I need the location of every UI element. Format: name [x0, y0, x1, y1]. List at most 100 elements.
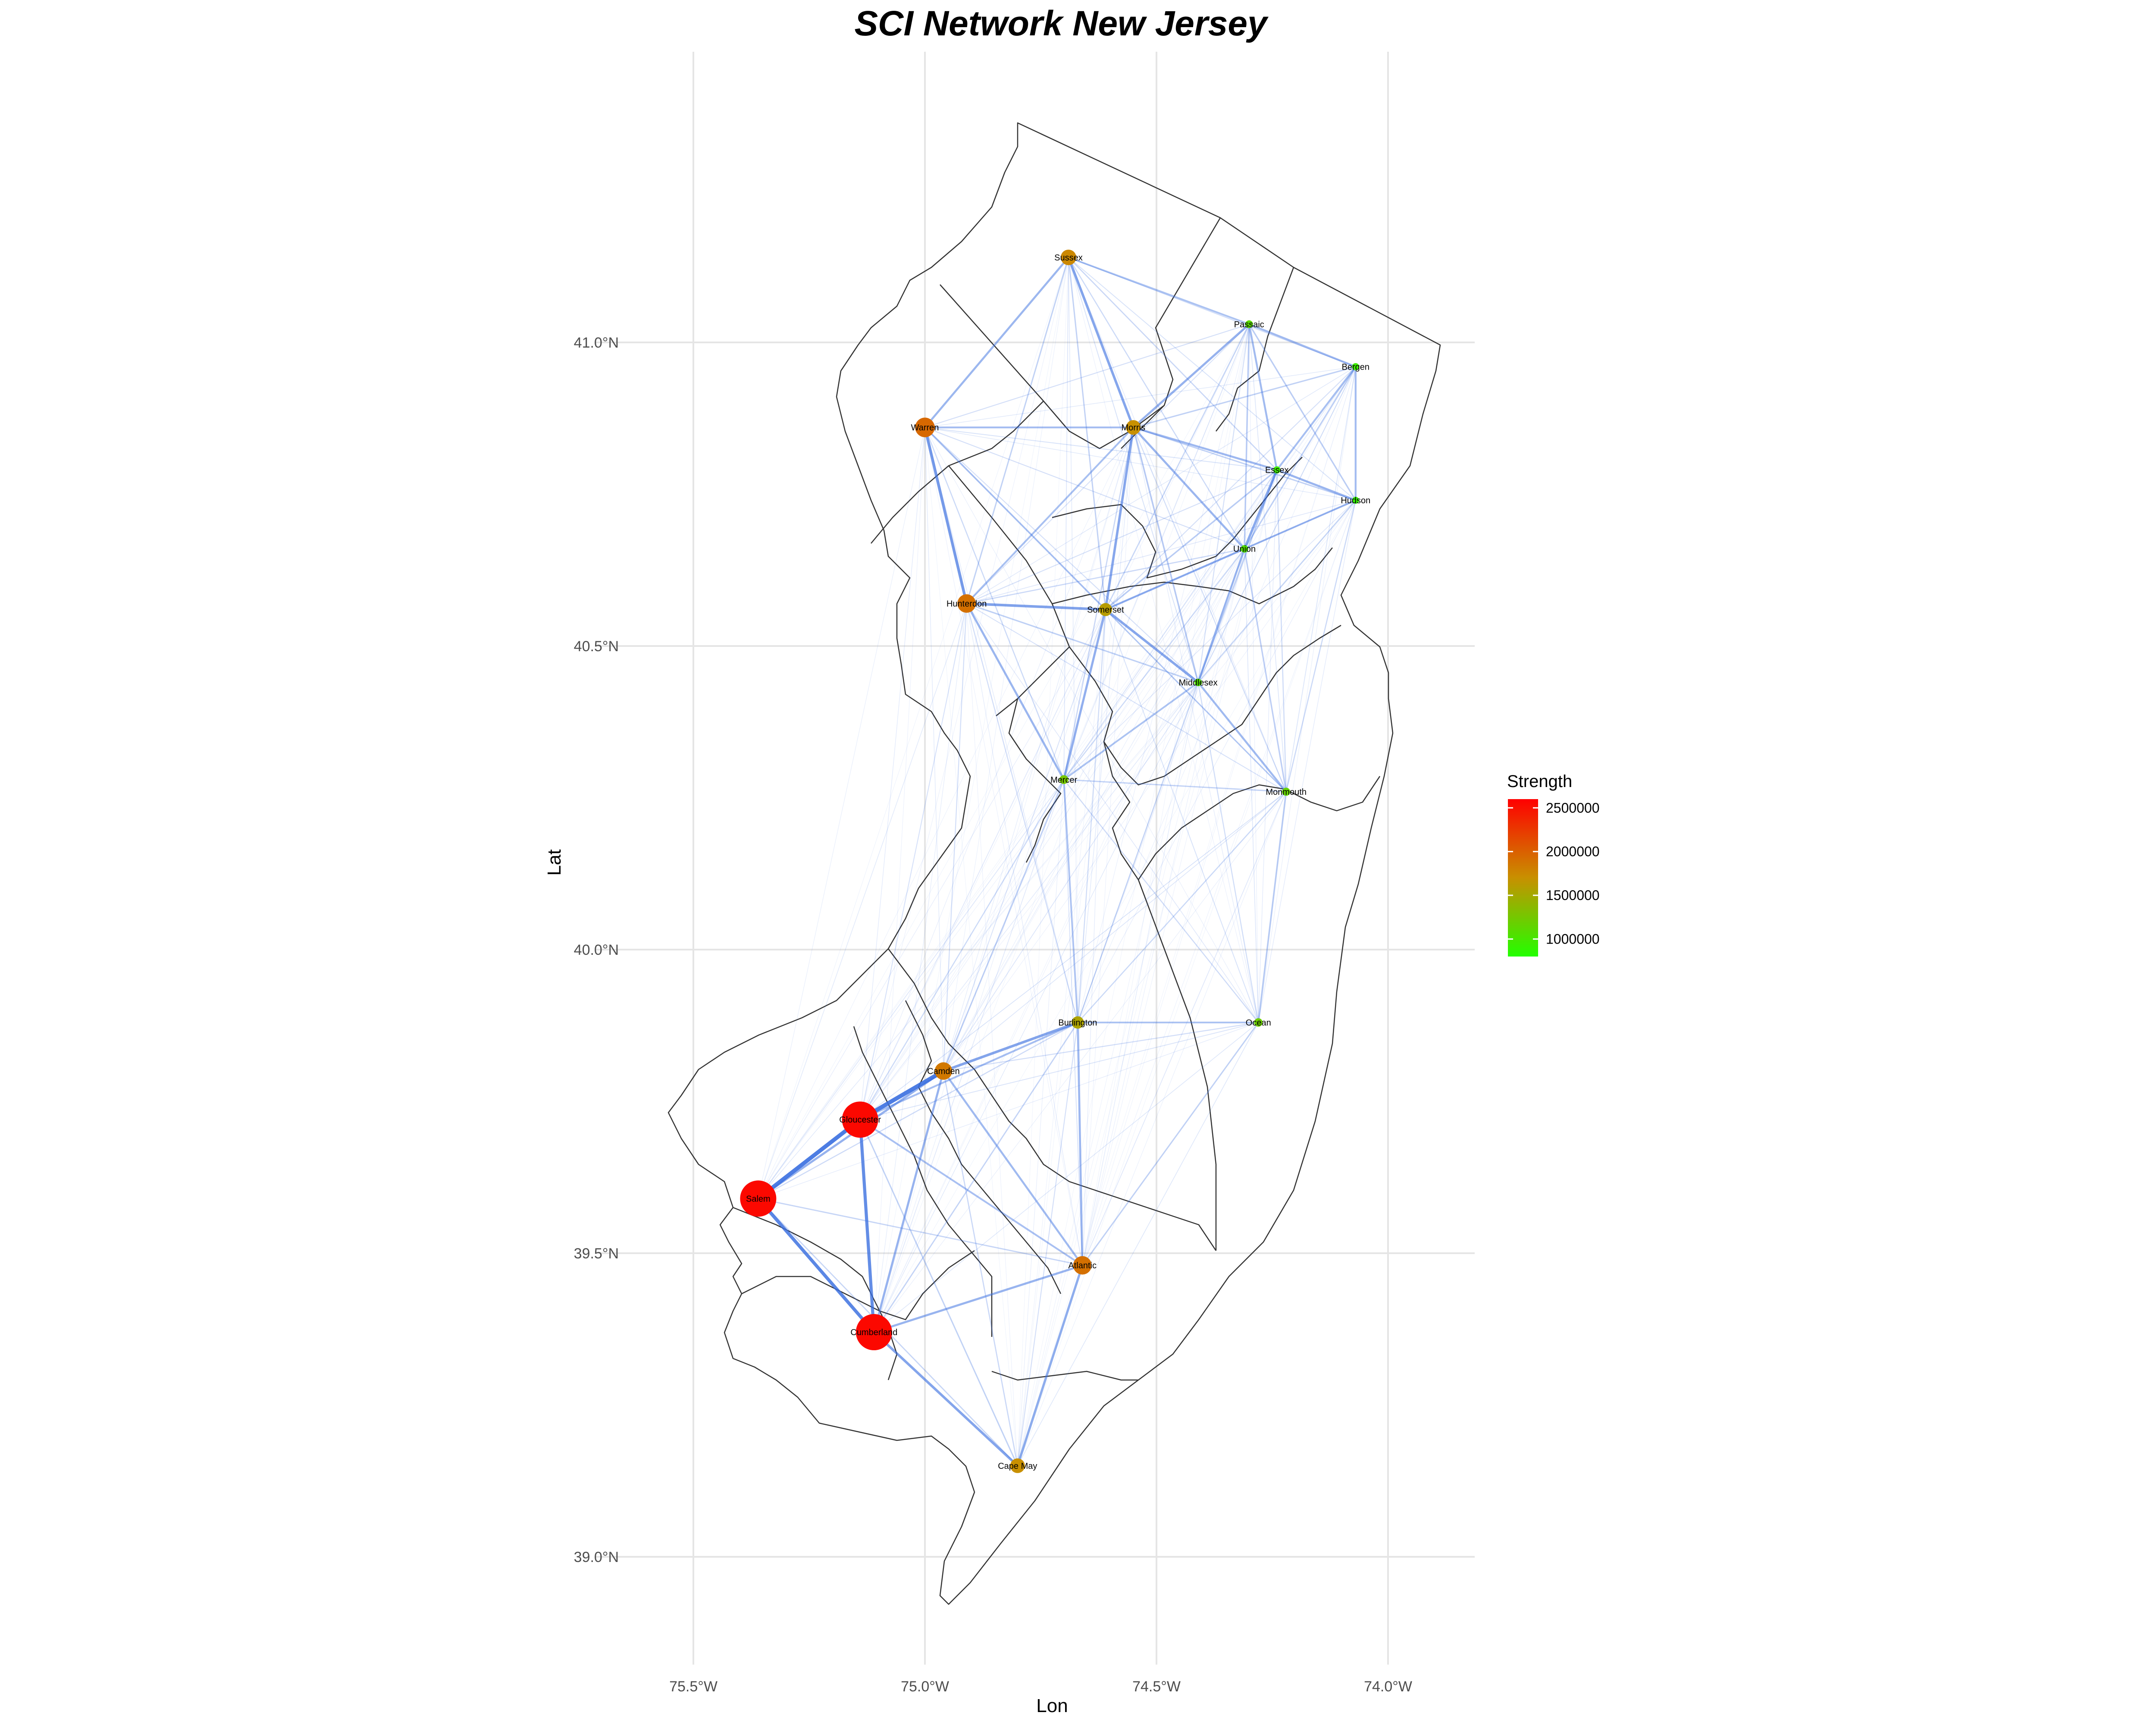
network-edge — [874, 500, 1356, 1333]
network-edge — [1104, 608, 1200, 684]
network-edge — [1016, 1264, 1084, 1467]
network-edge — [859, 427, 1134, 1120]
node-salem — [740, 1180, 777, 1217]
network-edge — [924, 427, 1245, 549]
network-edge — [874, 366, 1356, 1333]
y-tick-label: 39.0°N — [574, 1549, 619, 1565]
network-edge — [1244, 548, 1287, 793]
network-edge — [1082, 470, 1277, 1266]
network-edge — [943, 257, 1069, 1072]
network-edge — [758, 470, 1277, 1199]
state-outline — [667, 122, 1441, 1605]
x-axis-title: Lon — [1036, 1695, 1068, 1716]
county-border — [1121, 217, 1221, 449]
network-edge — [1068, 257, 1083, 1266]
strength-legend: Strength 1000000 1500000 2000000 2500000 — [1507, 772, 1600, 957]
network-edge — [1082, 427, 1134, 1266]
network-edge — [1082, 549, 1245, 1266]
legend-tick-label: 1000000 — [1546, 931, 1600, 947]
network-edge — [874, 603, 967, 1333]
network-edge — [859, 1119, 1084, 1267]
network-edge — [1068, 257, 1245, 549]
network-edge — [966, 603, 1083, 1266]
node-label: Union — [1233, 545, 1256, 554]
network-edge — [1077, 324, 1250, 1023]
county-border — [991, 1371, 1138, 1381]
county-border — [1043, 401, 1165, 449]
network-edge — [1017, 324, 1250, 1466]
network-edge — [966, 603, 1018, 1466]
network-edge — [1105, 609, 1259, 1023]
network-edge — [758, 257, 1069, 1199]
node-atlantic — [1073, 1256, 1092, 1275]
network-edge — [1063, 427, 1134, 781]
network-edge — [943, 1070, 1018, 1467]
network-edge — [859, 1118, 876, 1334]
network-edge — [1257, 791, 1287, 1023]
network-edge — [966, 500, 1356, 604]
network-edge — [1068, 257, 1078, 1023]
network-edge — [859, 603, 967, 1120]
network-edge — [966, 548, 1245, 604]
network-edge — [874, 609, 1106, 1333]
network-edge — [1258, 500, 1356, 1023]
network-edge — [943, 603, 967, 1072]
network-edge — [943, 779, 1065, 1072]
network-edge — [943, 1022, 1259, 1072]
network-edge — [859, 1119, 1018, 1467]
node-somerset — [1099, 603, 1112, 616]
legend-title: Strength — [1507, 772, 1572, 791]
network-edge — [966, 323, 1250, 604]
network-edge — [1068, 257, 1199, 683]
node-gloucester — [842, 1101, 878, 1138]
county-border — [1216, 267, 1294, 432]
network-edge — [874, 257, 1069, 1333]
network-edge — [1082, 791, 1287, 1266]
network-edge — [943, 682, 1199, 1072]
network-edge — [1197, 366, 1356, 683]
network-edge — [924, 427, 1278, 470]
network-edge — [1082, 366, 1356, 1266]
county-border — [1103, 741, 1381, 881]
network-edge — [943, 549, 1245, 1072]
county-border — [741, 1250, 975, 1320]
network-edge — [1063, 681, 1199, 781]
network-edge — [1244, 323, 1250, 550]
network-edge — [874, 779, 1065, 1333]
legend-tick-label: 2000000 — [1546, 844, 1600, 859]
network-edge — [966, 469, 1278, 604]
x-tick-label: 74.5°W — [1132, 1678, 1181, 1695]
network-edge — [758, 609, 1106, 1199]
node-passaic — [1245, 320, 1253, 328]
node-label: Cape May — [998, 1462, 1037, 1471]
network-edge — [966, 602, 1199, 684]
network-edge — [1062, 608, 1107, 781]
network-edge — [874, 324, 1250, 1333]
network-edge — [758, 1022, 1078, 1199]
network-edge — [1133, 427, 1259, 1023]
network-edge — [924, 323, 1250, 428]
node-hudson — [1352, 496, 1359, 504]
network-edge — [1082, 500, 1356, 1266]
network-edge — [873, 1264, 1084, 1333]
network-edge — [1082, 609, 1106, 1266]
network-edge — [1077, 366, 1356, 1023]
network-edge — [1063, 779, 1287, 793]
network-edge — [859, 609, 1106, 1120]
node-morris — [1126, 420, 1141, 435]
network-edge — [1017, 779, 1064, 1466]
network-edge — [1285, 366, 1356, 792]
network-edge — [1068, 257, 1356, 501]
network-edge — [1063, 548, 1245, 781]
network-edge — [874, 470, 1277, 1333]
network-edge — [1017, 609, 1106, 1466]
x-tick-label: 74.0°W — [1364, 1678, 1412, 1695]
network-edge — [1017, 1022, 1078, 1466]
network-edge — [1017, 257, 1069, 1466]
network-edge — [1105, 608, 1287, 793]
chart-title: SCI Network New Jersey — [854, 4, 1269, 43]
network-edge — [1017, 427, 1134, 1466]
network-edge — [1244, 366, 1357, 550]
node-label: Monmouth — [1266, 787, 1307, 797]
